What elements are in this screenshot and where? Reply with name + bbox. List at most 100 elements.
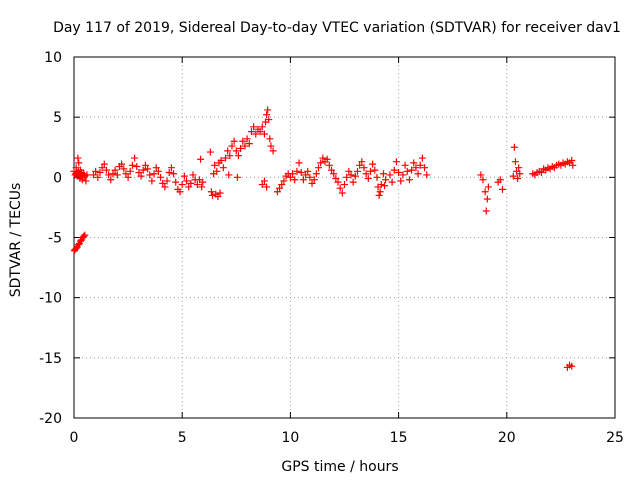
data-point xyxy=(176,188,184,196)
chart-title: Day 117 of 2019, Sidereal Day-to-day VTE… xyxy=(53,20,621,36)
data-point xyxy=(484,183,492,191)
data-point xyxy=(537,169,545,177)
data-point xyxy=(293,167,301,175)
data-point xyxy=(325,161,333,169)
data-point xyxy=(496,176,504,184)
data-point xyxy=(80,232,88,240)
data-point xyxy=(423,171,431,179)
y-tick-label: 0 xyxy=(53,170,62,186)
data-point xyxy=(217,156,225,164)
data-point xyxy=(345,167,353,175)
data-point xyxy=(366,167,374,175)
data-point xyxy=(304,167,312,175)
data-point xyxy=(416,161,424,169)
data-point xyxy=(180,172,188,180)
data-point xyxy=(256,128,264,136)
data-point xyxy=(239,137,247,145)
y-tick-label: -5 xyxy=(48,231,62,247)
data-point xyxy=(230,137,238,145)
data-point xyxy=(232,147,240,155)
data-point xyxy=(109,170,117,178)
data-point xyxy=(343,173,351,181)
data-point xyxy=(226,152,234,160)
data-point xyxy=(157,173,165,181)
data-point xyxy=(302,171,310,179)
data-point xyxy=(328,166,336,174)
data-point xyxy=(264,106,272,114)
y-tick-label: -20 xyxy=(39,411,62,427)
data-point xyxy=(414,170,422,178)
data-point xyxy=(276,184,284,192)
data-point xyxy=(273,188,281,196)
data-point xyxy=(297,169,305,177)
data-point xyxy=(317,159,325,167)
data-point xyxy=(412,164,420,172)
data-point xyxy=(234,152,242,160)
data-point xyxy=(498,185,506,193)
data-point xyxy=(418,154,426,162)
data-point xyxy=(401,161,409,169)
data-point xyxy=(260,130,268,138)
data-point xyxy=(510,143,518,151)
data-point xyxy=(386,171,394,179)
data-point xyxy=(265,116,273,124)
x-tick-label: 10 xyxy=(281,430,299,446)
data-point xyxy=(89,171,97,179)
data-point xyxy=(206,148,214,156)
data-point xyxy=(137,172,145,180)
y-tick-label: 10 xyxy=(44,50,62,66)
data-point xyxy=(185,183,193,191)
data-point xyxy=(376,188,384,196)
data-point xyxy=(260,177,268,185)
data-point xyxy=(379,170,387,178)
data-point xyxy=(382,176,390,184)
data-point xyxy=(569,161,577,169)
data-point xyxy=(395,169,403,177)
data-point xyxy=(388,178,396,186)
data-point xyxy=(163,177,171,185)
plot-frame xyxy=(73,56,616,419)
data-point xyxy=(154,167,162,175)
data-point xyxy=(245,140,253,148)
data-point xyxy=(146,171,154,179)
data-point xyxy=(362,170,370,178)
data-point xyxy=(291,176,299,184)
data-point xyxy=(133,163,141,171)
data-point xyxy=(299,176,307,184)
data-point xyxy=(122,170,130,178)
data-point xyxy=(128,161,136,169)
data-point xyxy=(172,178,180,186)
data-point xyxy=(375,191,383,199)
data-point xyxy=(399,171,407,179)
data-point xyxy=(353,167,361,175)
data-point xyxy=(207,188,215,196)
data-point xyxy=(514,175,522,183)
data-point xyxy=(258,181,266,189)
data-point xyxy=(356,161,364,169)
data-points xyxy=(70,106,577,371)
data-point xyxy=(377,181,385,189)
y-axis-label: SDTVAR / TECUs xyxy=(8,183,24,298)
data-point xyxy=(150,170,158,178)
data-point xyxy=(266,135,274,143)
data-point xyxy=(105,171,113,179)
data-point xyxy=(219,164,227,172)
data-point xyxy=(193,181,201,189)
data-point xyxy=(81,231,89,239)
data-point xyxy=(336,184,344,192)
data-point xyxy=(347,171,355,179)
data-point xyxy=(221,154,229,162)
data-point xyxy=(170,170,178,178)
data-point xyxy=(213,167,221,175)
data-point xyxy=(141,161,149,169)
data-point xyxy=(509,172,517,180)
data-point xyxy=(225,171,233,179)
y-tick-label: -10 xyxy=(39,291,62,307)
data-point xyxy=(477,171,485,179)
data-point xyxy=(315,164,323,172)
data-point xyxy=(373,173,381,181)
x-axis-label: GPS time / hours xyxy=(281,459,398,475)
data-point xyxy=(295,159,303,167)
data-point xyxy=(381,182,389,190)
data-point xyxy=(135,169,143,177)
